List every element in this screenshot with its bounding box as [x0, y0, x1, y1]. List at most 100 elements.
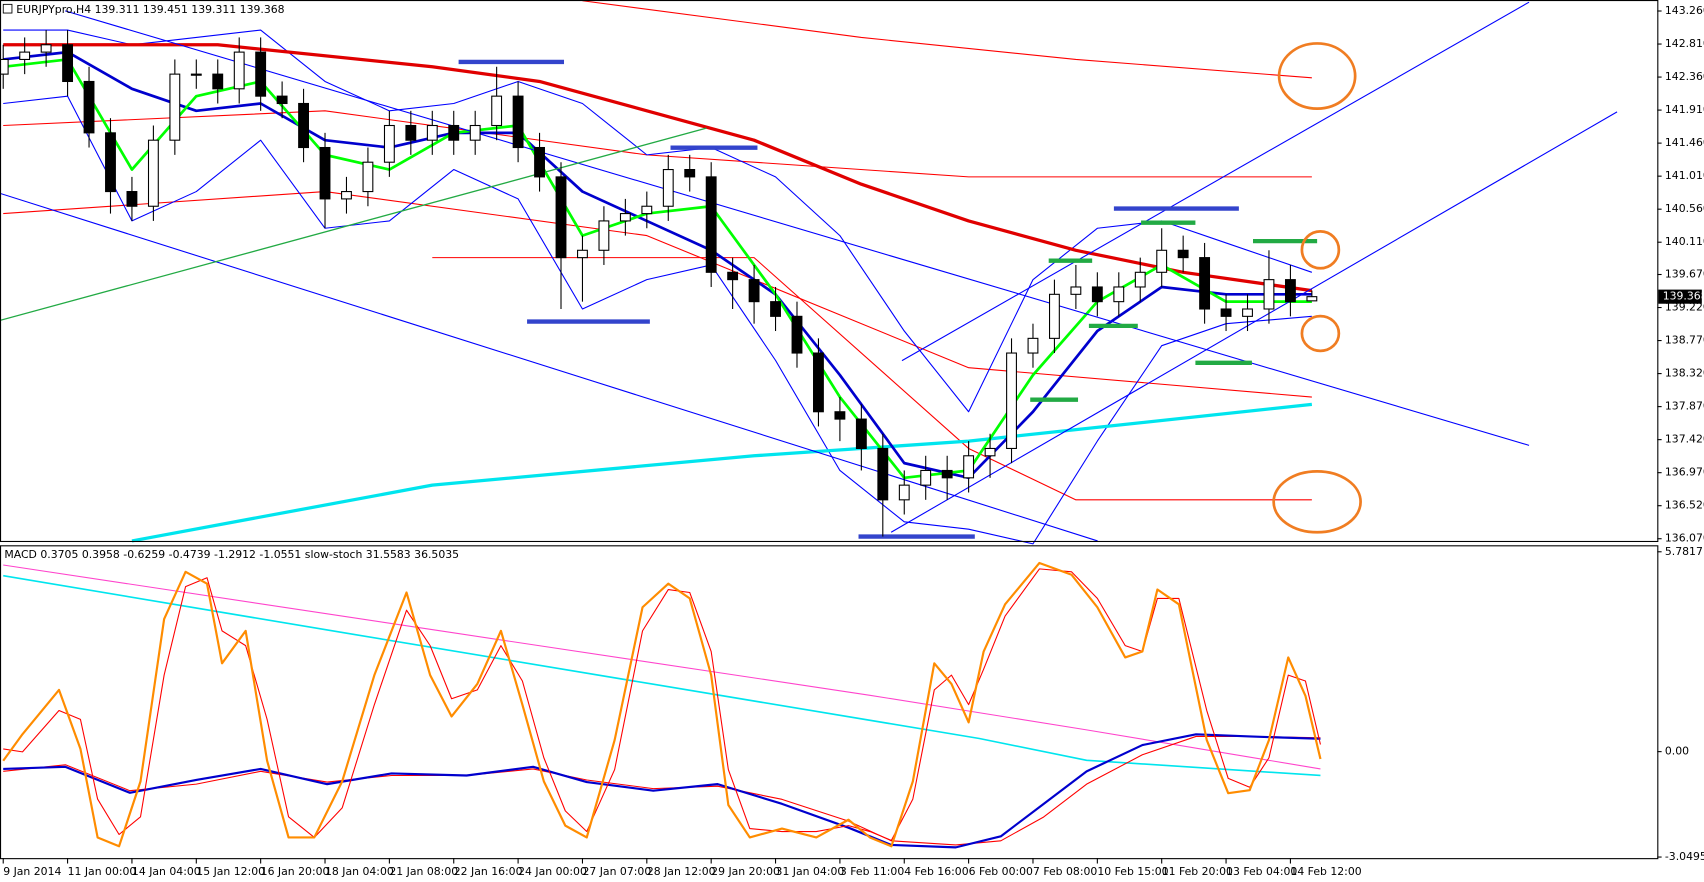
axes: 143.260 142.810 142.360 141.910 141.460 141.0… [2, 4, 1704, 878]
candle-body [598, 220, 610, 251]
x-tick-label: 14 Feb 12:00 [1290, 865, 1361, 878]
trend-line [890, 111, 1618, 533]
trend-line [0, 192, 1098, 542]
candle-body [1263, 279, 1275, 310]
highlight-circle [1277, 42, 1357, 110]
candle-body [212, 73, 224, 90]
candles [0, 30, 1318, 537]
x-tick-label: 11 Jan 00:00 [68, 865, 137, 878]
candle-body [727, 271, 739, 281]
price-tag [1658, 289, 1702, 304]
x-tick-label: 9 Jan 2014 [3, 865, 61, 878]
candle-body [105, 132, 116, 193]
candle-body [1220, 308, 1232, 317]
highlight-circle [1300, 314, 1341, 353]
candle-body [19, 51, 31, 60]
x-tick-label: 18 Jan 04:00 [325, 865, 394, 878]
trend-line [0, 127, 707, 322]
candle-body [1048, 293, 1060, 339]
x-tick-label: 24 Jan 00:00 [518, 865, 587, 878]
candle-body [491, 95, 503, 127]
x-tick-label: 31 Jan 04:00 [776, 865, 845, 878]
y-tick-label: 139.220 [1665, 301, 1704, 314]
candle-body [319, 146, 331, 200]
chart-header: EURJPYpro,H4 139.311 139.451 139.311 139… [16, 3, 284, 16]
candle-body [813, 352, 824, 413]
x-tick-label: 10 Feb 15:00 [1097, 865, 1168, 878]
candle-body [0, 58, 9, 75]
y-tick-label: 138.320 [1665, 367, 1704, 380]
candle-body [941, 469, 953, 479]
y-tick-label: -3.0495 [1665, 850, 1704, 863]
candle-body [255, 51, 267, 97]
indicator-line [131, 402, 1313, 543]
candle-body [512, 95, 524, 149]
candle-body [920, 469, 932, 486]
trend-line [65, 10, 1530, 446]
window-icon [2, 3, 13, 14]
x-tick-label: 7 Feb 08:00 [1033, 865, 1097, 878]
candle-body [448, 124, 460, 141]
y-tick-label: 137.420 [1665, 433, 1704, 446]
candle-body [426, 124, 438, 141]
candle-body [362, 161, 374, 193]
price-tag-label: 139.368 [1663, 290, 1704, 303]
indicator-line [3, 43, 1313, 293]
x-tick-label: 13 Feb 04:00 [1226, 865, 1297, 878]
x-tick-label: 22 Jan 16:00 [454, 865, 523, 878]
candle-body [834, 411, 846, 420]
candle-body [341, 191, 352, 200]
highlight-circle [1272, 470, 1362, 534]
candle-body [298, 102, 309, 149]
x-tick-label: 3 Feb 11:00 [840, 865, 904, 878]
indicator-line [3, 191, 1312, 398]
candle-body [169, 73, 181, 141]
candle-body [126, 191, 138, 207]
y-tick-label: 141.910 [1665, 103, 1704, 116]
candle-body [190, 73, 202, 76]
candle-body [898, 484, 910, 501]
candle-body [984, 447, 996, 457]
candle-body [662, 169, 674, 207]
candle-body [770, 301, 781, 317]
indicator-line [3, 574, 1321, 777]
candle-body [748, 279, 760, 303]
x-tick-label: 4 Feb 16:00 [904, 865, 968, 878]
indicator-line [3, 735, 1321, 846]
candle-body [1006, 352, 1017, 449]
indicator-line [2, 561, 1322, 848]
candle-body [147, 139, 159, 207]
indicator-line [3, 564, 1321, 770]
x-tick-label: 29 Jan 20:00 [711, 865, 780, 878]
candle-body [1156, 249, 1168, 273]
candle-body [705, 176, 717, 273]
y-tick-label: 137.870 [1665, 400, 1704, 413]
candle-body [963, 455, 975, 479]
candle-body [1306, 296, 1318, 302]
candle-body [684, 169, 696, 178]
candle-body [40, 44, 52, 53]
indicator-line [3, 29, 1313, 413]
main-pane-frame [0, 0, 1659, 543]
x-tick-label: 21 Jan 08:00 [389, 865, 458, 878]
candle-body [555, 176, 567, 259]
y-tick-label: 139.670 [1665, 268, 1704, 281]
candle-body [1199, 257, 1211, 310]
x-tick-label: 16 Jan 20:00 [261, 865, 330, 878]
y-tick-label: 138.770 [1665, 334, 1704, 347]
x-tick-label: 15 Jan 12:00 [196, 865, 265, 878]
y-tick-label: 142.360 [1665, 70, 1704, 83]
indicator-header: MACD 0.3705 0.3958 -0.6259 -0.4739 -1.29… [4, 548, 459, 561]
y-tick-label: 140.560 [1665, 202, 1704, 215]
x-tick-label: 14 Jan 04:00 [132, 865, 201, 878]
candle-body [534, 146, 545, 178]
y-tick-label: 5.7817 [1665, 545, 1703, 558]
candle-body [1091, 286, 1103, 303]
candle-body [276, 95, 288, 105]
indicator-line [582, 0, 1312, 79]
y-tick-label: 136.520 [1665, 499, 1704, 512]
candle-body [1027, 337, 1039, 354]
x-tick-label: 28 Jan 12:00 [647, 865, 716, 878]
y-tick-label: 140.110 [1665, 235, 1704, 248]
